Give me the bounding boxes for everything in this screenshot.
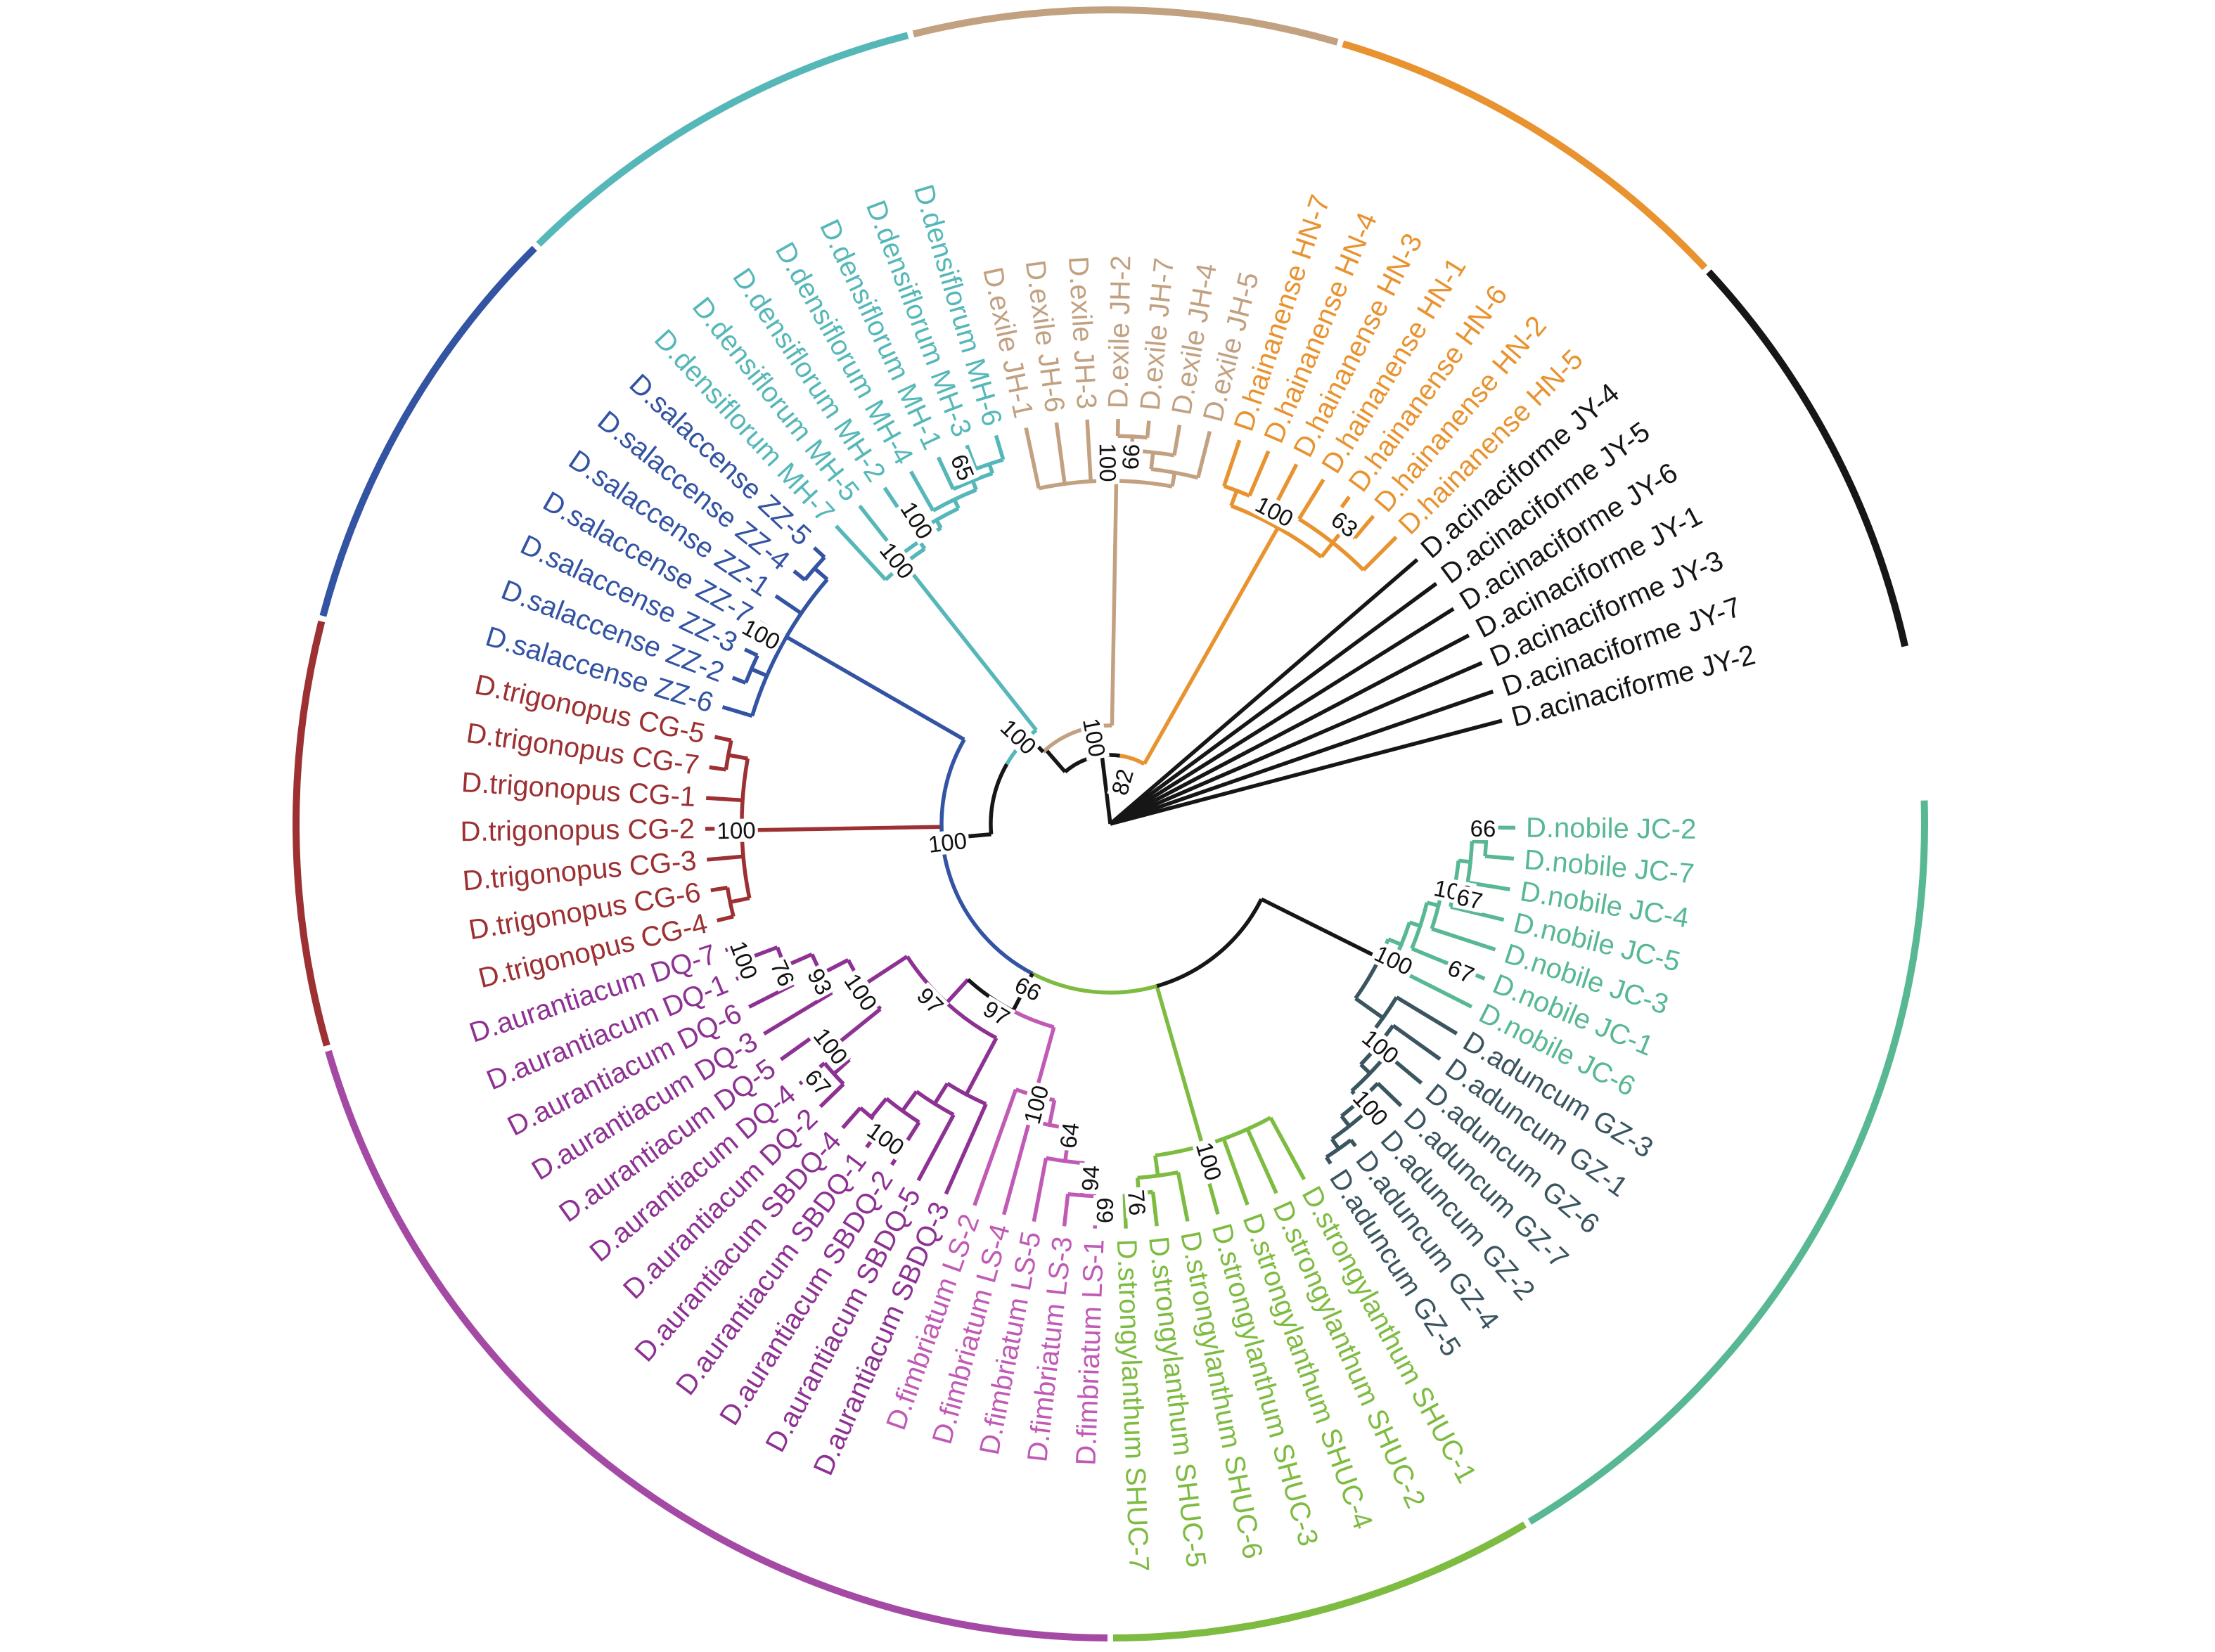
svg-text:100: 100 — [927, 827, 968, 858]
svg-text:64: 64 — [1055, 1121, 1084, 1150]
svg-text:66: 66 — [1117, 443, 1145, 470]
svg-text:67: 67 — [1454, 884, 1485, 915]
svg-text:100: 100 — [717, 817, 756, 844]
svg-text:D.trigonopus CG-2: D.trigonopus CG-2 — [460, 813, 695, 847]
svg-text:69: 69 — [1092, 1197, 1119, 1223]
svg-text:D.nobile JC-2: D.nobile JC-2 — [1526, 813, 1697, 845]
svg-text:66: 66 — [1470, 815, 1496, 841]
svg-text:76: 76 — [1123, 1189, 1150, 1216]
svg-text:94: 94 — [1077, 1165, 1104, 1192]
svg-text:100: 100 — [1095, 443, 1121, 482]
svg-text:D.exile JH-2: D.exile JH-2 — [1103, 255, 1136, 409]
